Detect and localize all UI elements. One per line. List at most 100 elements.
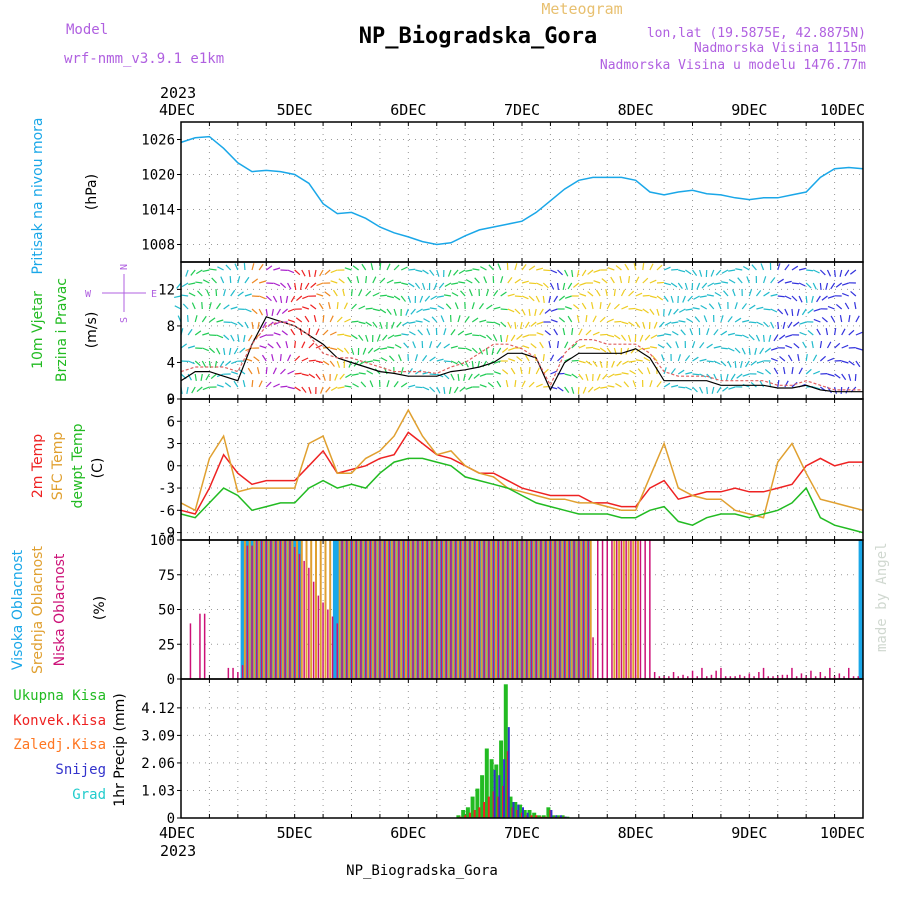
cloud-unit-label: (%) bbox=[92, 596, 108, 620]
wind-arrow bbox=[443, 343, 450, 349]
total-precip-bar bbox=[522, 810, 527, 818]
wind-arrow bbox=[315, 360, 323, 364]
wind-title-label-2: Brzina i Pravac bbox=[54, 278, 70, 382]
wind-arrow bbox=[842, 292, 850, 297]
wind-arrow bbox=[680, 329, 686, 336]
wind-arrow bbox=[567, 315, 573, 323]
wind-arrow bbox=[514, 295, 522, 298]
wind-arrow bbox=[430, 295, 438, 301]
y-tick-label: 25 bbox=[158, 637, 175, 653]
wind-arrow bbox=[816, 295, 821, 303]
wind-arrow bbox=[834, 373, 841, 379]
wind-arrow bbox=[649, 380, 653, 388]
mid-cloud-bar bbox=[386, 540, 388, 679]
lonlat-label: lon,lat (19.5875E, 42.8875N) bbox=[647, 26, 866, 41]
wind-arrow bbox=[242, 380, 246, 388]
wind-arrow bbox=[798, 282, 806, 287]
total-precip-bar bbox=[470, 796, 475, 818]
wind-arrow bbox=[258, 280, 267, 284]
wind-arrow bbox=[365, 360, 373, 363]
wind-arrow bbox=[362, 347, 367, 355]
wind-arrow bbox=[344, 334, 352, 338]
wind-arrow bbox=[664, 333, 672, 336]
y-tick-label: 50 bbox=[158, 603, 175, 619]
wind-arrow bbox=[386, 295, 394, 299]
panel-frame bbox=[180, 678, 864, 819]
low-cloud-bar bbox=[758, 672, 760, 679]
wind-arrow bbox=[485, 289, 490, 297]
mid-cloud-bar bbox=[547, 540, 549, 679]
wind-arrow bbox=[450, 373, 455, 381]
wind-arrow bbox=[422, 269, 429, 275]
mid-cloud-bar bbox=[584, 540, 587, 679]
low-cloud-bar bbox=[762, 667, 765, 679]
wind-arrow bbox=[247, 367, 253, 375]
wind-arrow bbox=[710, 269, 715, 277]
low-cloud-bar bbox=[336, 623, 338, 679]
wind-arrow bbox=[415, 386, 423, 389]
low-cloud-bar bbox=[407, 540, 410, 679]
wind-arrow bbox=[720, 360, 727, 367]
watermark: made by Angel bbox=[874, 542, 890, 652]
wind-arrow bbox=[734, 317, 742, 323]
wind-arrow bbox=[785, 344, 793, 349]
wind-arrow bbox=[751, 264, 757, 271]
wind-arrow bbox=[571, 373, 578, 379]
wind-arrow bbox=[450, 328, 456, 336]
y-tick-label: -9 bbox=[158, 526, 175, 542]
wind-arrow bbox=[844, 302, 850, 310]
year-label-bottom: 2023 bbox=[160, 842, 196, 860]
low-cloud-bar bbox=[445, 540, 447, 679]
wind-arrow bbox=[521, 295, 529, 300]
wind-arrow bbox=[386, 380, 390, 388]
low-cloud-bar bbox=[369, 540, 372, 679]
mid-cloud-bar bbox=[622, 540, 625, 679]
wind-arrow bbox=[635, 359, 643, 362]
wind-arrow bbox=[436, 269, 440, 277]
low-cloud-bar bbox=[573, 540, 575, 679]
low-cloud-bar bbox=[544, 540, 547, 679]
wind-arrow bbox=[678, 386, 686, 389]
wind-arrow bbox=[496, 347, 502, 355]
low-cloud-bar bbox=[497, 540, 500, 679]
dewpt-label: dewpt Temp bbox=[70, 423, 86, 508]
wind-arrow bbox=[773, 334, 779, 342]
wind-arrow bbox=[299, 282, 303, 290]
wind-arrow bbox=[315, 344, 323, 349]
wind-arrow bbox=[365, 275, 368, 284]
wind-arrow bbox=[379, 308, 387, 314]
snow-bar bbox=[507, 727, 510, 818]
wind-arrow bbox=[592, 331, 600, 336]
wind-arrow bbox=[316, 293, 324, 297]
wind-arrow bbox=[779, 355, 786, 362]
wind-arrow bbox=[338, 278, 345, 284]
wind-arrow bbox=[649, 295, 657, 299]
y-tick-label: 4.12 bbox=[141, 701, 175, 717]
low-cloud-bar bbox=[829, 667, 831, 679]
wind-arrow bbox=[351, 303, 357, 310]
y-tick-label: 12 bbox=[158, 282, 175, 298]
snow-bar bbox=[498, 775, 501, 818]
wind-arrow bbox=[471, 347, 478, 354]
wind-arrow bbox=[514, 321, 517, 330]
low-cloud-bar bbox=[488, 540, 490, 679]
mid-cloud-bar bbox=[315, 540, 317, 679]
legend-graupel: Grad bbox=[72, 787, 106, 803]
wind-arrow bbox=[276, 341, 281, 349]
wind-arrow bbox=[458, 269, 466, 275]
wind-arrow bbox=[833, 327, 837, 336]
wind-arrow bbox=[273, 321, 281, 326]
precip-unit-label: 1hr Precip (mm) bbox=[112, 693, 128, 806]
wind-arrow bbox=[445, 303, 452, 310]
wind-arrow bbox=[386, 279, 394, 284]
low-cloud-bar bbox=[227, 667, 230, 679]
compass-east: E bbox=[151, 289, 157, 300]
wind-arrow bbox=[557, 269, 564, 276]
mid-cloud-bar bbox=[343, 540, 346, 679]
snow-bar bbox=[522, 807, 524, 818]
wind-arrow bbox=[706, 343, 713, 349]
wind-arrow bbox=[229, 275, 232, 284]
wind-arrow bbox=[805, 353, 808, 362]
wind-arrow bbox=[773, 367, 779, 375]
low-cloud-bar bbox=[322, 602, 324, 679]
